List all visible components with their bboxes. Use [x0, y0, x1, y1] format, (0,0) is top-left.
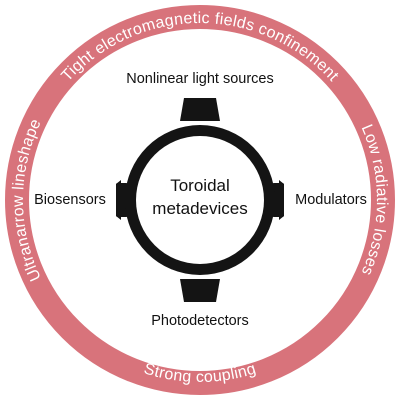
application-label-left: Biosensors [34, 192, 106, 208]
emblem-tab-right-block [272, 183, 284, 217]
emblem-tab-left-block [116, 183, 128, 217]
center-title-line2: metadevices [152, 199, 247, 218]
application-label-bottom: Photodetectors [151, 313, 249, 329]
emblem-tab-bottom [180, 279, 220, 302]
outer-ring [5, 5, 395, 395]
emblem-tab-top [180, 98, 220, 121]
application-label-right: Modulators [295, 192, 367, 208]
toroidal-emblem [116, 98, 284, 302]
emblem-hole [136, 136, 264, 264]
center-title-line1: Toroidal [170, 176, 230, 195]
application-label-top: Nonlinear light sources [126, 71, 274, 87]
